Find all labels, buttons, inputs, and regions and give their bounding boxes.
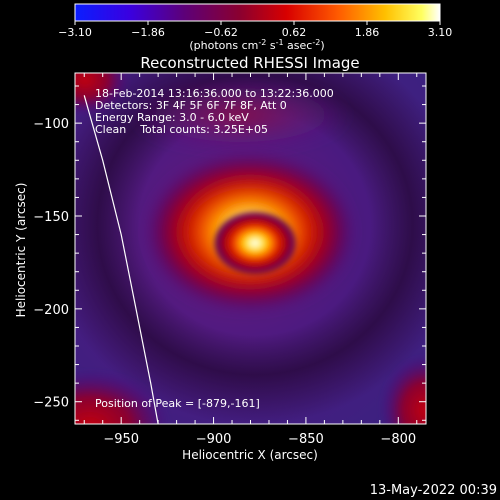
solar-limb-line — [83, 95, 159, 424]
x-tick-label: −850 — [288, 432, 324, 447]
colorbar-gradient — [75, 4, 440, 21]
x-tick-label: −900 — [196, 432, 232, 447]
colorbar-frame — [74, 3, 441, 22]
heatmap-source-core — [213, 211, 297, 275]
chart-title: Reconstructed RHESSI Image — [140, 54, 359, 72]
heatmap-image — [75, 73, 426, 424]
annotations: 18-Feb-2014 13:16:36.000 to 13:22:36.000… — [95, 87, 334, 136]
x-tick-label: −950 — [103, 432, 139, 447]
x-axis-label: Heliocentric X (arcsec) — [182, 448, 318, 462]
y-tick-label: −200 — [33, 303, 69, 318]
colorbar-ticks: −3.10 −1.86 −0.62 0.62 1.86 3.10 — [58, 21, 452, 39]
heatmap-top-band — [130, 80, 350, 150]
colorbar-tick-label: 0.62 — [282, 26, 307, 39]
colorbar-tick-label: 1.86 — [355, 26, 380, 39]
heatmap-corner-lr — [380, 355, 426, 424]
colorbar-tick-label: 3.10 — [428, 26, 453, 39]
x-tick-label: −800 — [380, 432, 416, 447]
colorbar-tick-label: −0.62 — [204, 26, 238, 39]
y-tick-label: −250 — [33, 396, 69, 411]
heatmap-corner-ll — [75, 370, 170, 424]
annotation-line: Detectors: 3F 4F 5F 6F 7F 8F, Att 0 — [95, 99, 287, 112]
colorbar-tick-label: −3.10 — [58, 26, 92, 39]
y-axis-label: Heliocentric Y (arcsec) — [14, 183, 28, 318]
peak-position-label: Position of Peak = [-879,-161] — [95, 397, 260, 410]
y-axis: −100 −150 −200 −250 — [33, 85, 426, 421]
y-tick-label: −150 — [33, 210, 69, 225]
colorbar-tick-label: −1.86 — [131, 26, 165, 39]
annotation-line: Energy Range: 3.0 - 6.0 keV — [95, 111, 249, 124]
footer-date: 13-May-2022 00:39 — [370, 483, 497, 498]
y-tick-label: −100 — [33, 117, 69, 132]
annotation-line: Clean Total counts: 3.25E+05 — [95, 123, 268, 136]
colorbar-units: (photons cm-2 s-1 asec-2) — [189, 38, 324, 53]
annotation-line: 18-Feb-2014 13:16:36.000 to 13:22:36.000 — [95, 87, 334, 100]
colorbar: −3.10 −1.86 −0.62 0.62 1.86 3.10 (photons cm-… — [58, 3, 452, 53]
x-axis: −950 −900 −850 −800 — [83, 73, 418, 447]
heatmap-corner-ul — [75, 73, 130, 115]
